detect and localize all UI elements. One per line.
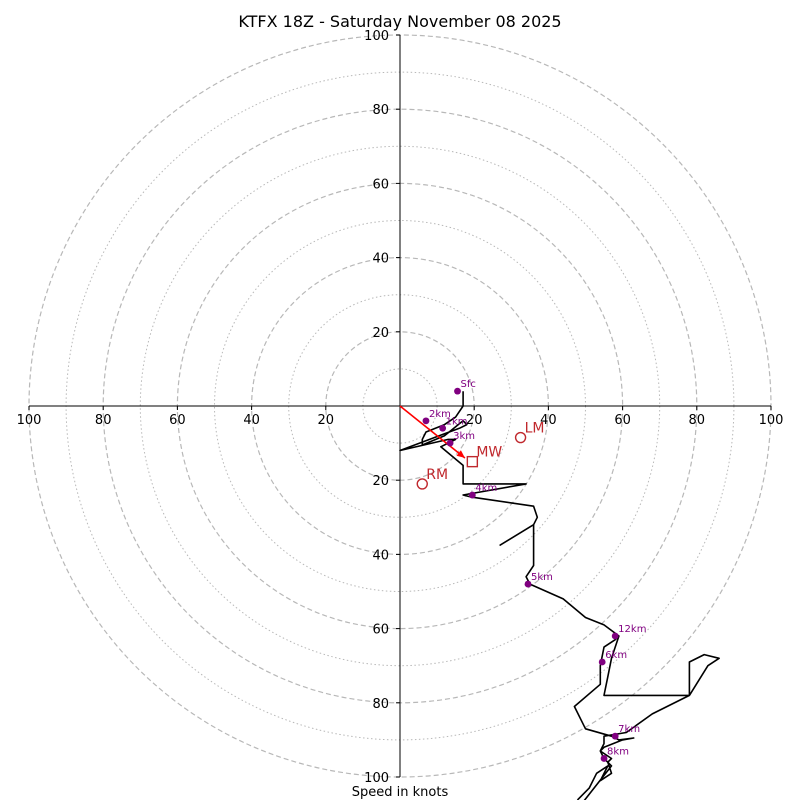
- height-label-7km: 7km: [618, 724, 640, 735]
- height-point-7km: [611, 732, 619, 740]
- x-tick-label: 40: [243, 413, 260, 428]
- wind-trace: [399, 391, 720, 800]
- height-point-1km: [439, 424, 447, 432]
- height-label-sfc: Sfc: [461, 379, 476, 390]
- x-axis-label: Speed in knots: [352, 785, 449, 800]
- y-tick-label: 40: [372, 252, 389, 267]
- height-point-12km: [611, 632, 619, 640]
- x-tick-label: 40: [540, 413, 557, 428]
- height-point-6km: [598, 658, 606, 666]
- x-tick-label: 20: [318, 413, 335, 428]
- height-point-5km: [524, 580, 532, 588]
- height-point-3km: [446, 439, 454, 447]
- mean-wind-arrowhead: [456, 450, 465, 458]
- height-label-5km: 5km: [531, 572, 553, 583]
- y-tick-label: 40: [372, 548, 389, 563]
- height-point-sfc: [454, 387, 461, 395]
- chart-title: KTFX 18Z - Saturday November 08 2025: [238, 12, 561, 31]
- height-label-2km: 2km: [429, 409, 451, 420]
- storm-motion: MW LM RM: [399, 405, 545, 490]
- height-label-4km: 4km: [475, 483, 497, 494]
- y-tick-label: 100: [364, 29, 389, 44]
- height-label-1km: 1km: [446, 416, 468, 427]
- x-tick-label: 100: [17, 413, 42, 428]
- height-point-4km: [468, 491, 476, 499]
- height-label-3km: 3km: [453, 431, 475, 442]
- y-tick-label: 80: [372, 697, 389, 712]
- height-label-6km: 6km: [605, 650, 627, 661]
- mw-label: MW: [476, 445, 502, 461]
- x-tick-label: 20: [466, 413, 483, 428]
- tick-labels: 100 80 60 40 20 20 40 60 80 100 100 80 60 40 20 20 40 60 8…: [17, 29, 784, 786]
- y-tick-label: 80: [372, 103, 389, 118]
- lm-label: LM: [525, 421, 545, 437]
- height-label-12km: 12km: [618, 624, 646, 635]
- height-point-2km: [422, 417, 430, 425]
- x-tick-label: 60: [614, 413, 631, 428]
- x-tick-label: 80: [95, 413, 112, 428]
- height-label-8km: 8km: [607, 746, 629, 757]
- y-tick-label: 20: [372, 326, 389, 341]
- hodograph-trace-line: [399, 391, 720, 800]
- y-tick-label: 20: [372, 474, 389, 489]
- mean-wind-vector: [399, 405, 466, 459]
- lm-marker: [514, 431, 527, 444]
- height-point-8km: [600, 755, 608, 762]
- y-tick-label: 100: [364, 771, 389, 786]
- x-tick-label: 60: [169, 413, 186, 428]
- y-tick-label: 60: [372, 623, 389, 638]
- y-tick-label: 60: [372, 177, 389, 192]
- rm-label: RM: [426, 467, 448, 483]
- rm-marker: [416, 478, 428, 490]
- mw-marker: [466, 455, 479, 468]
- x-tick-label: 80: [689, 413, 706, 428]
- x-tick-label: 100: [759, 413, 784, 428]
